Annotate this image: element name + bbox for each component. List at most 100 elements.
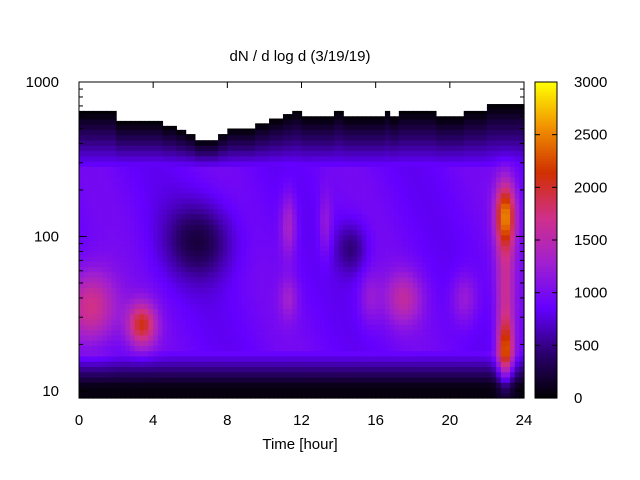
heatmap-cell <box>422 361 428 367</box>
heatmap-cell <box>505 255 511 262</box>
heatmap-cell <box>398 176 405 183</box>
heatmap-cell <box>463 134 469 141</box>
heatmap-cell <box>199 361 205 367</box>
heatmap-cell <box>347 350 354 357</box>
heatmap-cell <box>435 161 442 167</box>
heatmap-cell <box>463 218 469 225</box>
heatmap-cell <box>445 276 451 283</box>
heatmap-cell <box>426 129 432 136</box>
heatmap-cell <box>412 303 418 310</box>
heatmap-cell <box>510 366 516 373</box>
heatmap-cell <box>449 150 456 157</box>
heatmap-cell <box>306 187 312 194</box>
heatmap-cell <box>440 350 446 357</box>
heatmap-cell <box>384 171 391 178</box>
heatmap-cell <box>185 276 191 283</box>
heatmap-cell <box>282 308 289 315</box>
heatmap-cell <box>180 313 187 320</box>
heatmap-cell <box>375 116 381 120</box>
heatmap-cell <box>468 118 474 125</box>
heatmap-cell <box>486 324 493 331</box>
heatmap-cell <box>384 208 391 215</box>
heatmap-cell <box>102 324 108 331</box>
heatmap-cell <box>468 313 474 320</box>
heatmap-cell <box>97 287 103 294</box>
heatmap-cell <box>338 192 344 199</box>
heatmap-cell <box>431 282 437 288</box>
heatmap-cell <box>282 334 289 341</box>
heatmap-cell <box>380 161 386 167</box>
heatmap-cell <box>157 234 164 241</box>
heatmap-cell <box>412 292 418 299</box>
heatmap-cell <box>162 292 168 299</box>
heatmap-cell <box>384 234 391 241</box>
heatmap-cell <box>250 345 256 352</box>
heatmap-cell <box>97 392 103 399</box>
heatmap-cell <box>282 134 289 141</box>
heatmap-cell <box>333 118 340 125</box>
heatmap-cell <box>88 271 94 278</box>
heatmap-cell <box>227 361 233 367</box>
heatmap-cell <box>454 340 460 346</box>
heatmap-cell <box>264 182 270 188</box>
heatmap-cell <box>273 355 279 362</box>
heatmap-cell <box>459 139 465 146</box>
heatmap-cell <box>306 292 312 299</box>
heatmap-cell <box>292 334 298 341</box>
heatmap-cell <box>477 203 483 209</box>
heatmap-cell <box>296 329 303 336</box>
heatmap-cell <box>199 308 205 315</box>
heatmap-cell <box>389 245 395 252</box>
heatmap-cell <box>282 340 289 346</box>
heatmap-cell <box>306 319 312 325</box>
heatmap-cell <box>162 203 168 209</box>
heatmap-cell <box>347 213 354 220</box>
heatmap-cell <box>162 182 168 188</box>
heatmap-cell <box>162 187 168 194</box>
heatmap-cell <box>343 345 349 352</box>
heatmap-cell <box>408 371 414 378</box>
heatmap-cell <box>384 218 391 225</box>
heatmap-cell <box>120 287 126 294</box>
heatmap-cell <box>208 203 215 209</box>
heatmap-cell <box>505 261 511 267</box>
heatmap-cell <box>477 229 483 236</box>
heatmap-cell <box>491 139 497 146</box>
heatmap-cell <box>473 161 479 167</box>
heatmap-cell <box>357 324 363 331</box>
heatmap-cell <box>380 240 386 246</box>
heatmap-cell <box>88 287 94 294</box>
heatmap-cell <box>157 218 164 225</box>
heatmap-cell <box>190 361 196 367</box>
heatmap-cell <box>148 387 154 394</box>
heatmap-cell <box>343 187 349 194</box>
heatmap-cell <box>408 382 414 389</box>
heatmap-cell <box>477 387 483 394</box>
heatmap-cell <box>222 297 228 304</box>
heatmap-cell <box>496 366 502 373</box>
heatmap-cell <box>482 192 488 199</box>
heatmap-cell <box>505 134 511 141</box>
heatmap-cell <box>88 208 94 215</box>
heatmap-cell <box>371 145 377 152</box>
heatmap-cell <box>236 171 242 178</box>
heatmap-cell <box>408 282 414 288</box>
heatmap-cell <box>347 303 354 310</box>
heatmap-cell <box>422 171 428 178</box>
heatmap-cell <box>296 203 303 209</box>
heatmap-cell <box>278 287 284 294</box>
heatmap-cell <box>194 345 201 352</box>
heatmap-cell <box>389 161 395 167</box>
heatmap-cell <box>417 303 423 310</box>
heatmap-cell <box>162 303 168 310</box>
heatmap-cell <box>296 371 303 378</box>
heatmap-cell <box>394 250 400 257</box>
heatmap-cell <box>92 392 99 399</box>
heatmap-cell <box>218 229 224 236</box>
heatmap-cell <box>120 166 126 173</box>
heatmap-cell <box>366 340 372 346</box>
heatmap-cell <box>324 366 330 373</box>
heatmap-cell <box>329 324 335 331</box>
heatmap-cell <box>352 129 358 136</box>
heatmap-cell <box>116 182 122 188</box>
